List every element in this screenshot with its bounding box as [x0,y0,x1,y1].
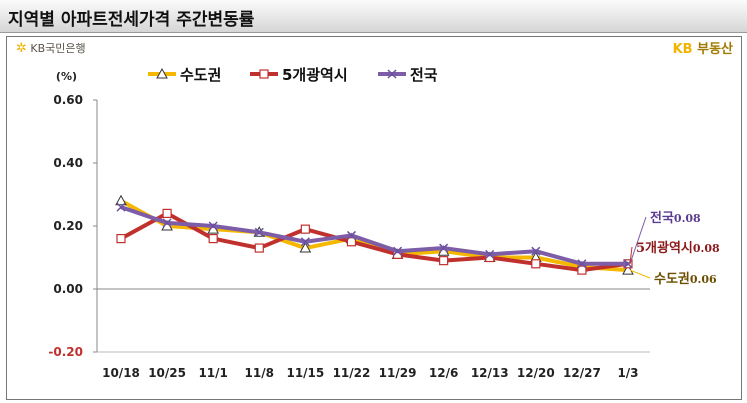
marker-square [300,224,310,234]
marker-square [208,234,218,244]
callout-leader [629,269,651,279]
y-tick-label: 0.40 [53,156,83,170]
marker-x [387,69,397,79]
callout-series-name: 5개광역시 [636,240,693,256]
callout-value: 0.08 [674,212,701,225]
marker-square [259,69,269,79]
y-tick-label: 0.20 [53,219,83,233]
x-tick-label: 12/27 [563,366,601,380]
marker-x [485,249,495,259]
x-tick-label: 11/15 [286,366,324,380]
x-tick-label: 12/20 [517,366,555,380]
series-line [120,205,628,266]
marker-triangle [299,242,312,253]
callout-value: 0.08 [693,242,720,255]
marker-x [393,246,403,256]
chart-frame [6,36,742,400]
marker-triangle [115,194,127,206]
x-tick-label: 10/18 [102,366,140,380]
callout-metro: 수도권0.06 [629,269,717,287]
kb-bank-logo: ✲ KB국민은행 [16,40,86,56]
y-tick-label: -0.20 [48,345,83,359]
callout-leader [629,216,647,264]
y-tick-label: 0.00 [53,282,83,296]
marker-x [439,243,449,253]
legend-label: 전국 [410,66,438,84]
x-tick-label: 12/13 [471,366,509,380]
kb-realestate-name: 부동산 [697,42,733,57]
marker-triangle [622,264,634,275]
kb-mark: KB [672,42,693,57]
callout-leader [629,246,633,264]
series-metro [115,194,634,275]
callout-label: 전국0.08 [650,210,701,226]
x-tick-label: 1/3 [617,366,638,380]
callout-value: 0.06 [690,273,717,286]
legend-item-nation: 전국 [378,66,438,84]
marker-square [116,234,126,244]
x-tick-label: 11/1 [198,366,227,380]
callout-series-name: 전국 [650,210,674,226]
callout-five: 5개광역시0.08 [629,240,720,264]
marker-square [531,259,541,269]
kb-realestate-logo: KB 부동산 [673,38,733,57]
y-tick-label: 0.60 [53,93,83,107]
marker-square [254,243,264,253]
marker-square [439,256,449,266]
legend-item-five: 5개광역시 [250,66,348,84]
y-unit-label: (%) [56,70,77,83]
marker-x [254,227,264,237]
marker-x [208,221,218,231]
legend-item-metro: 수도권 [148,66,221,84]
x-tick-label: 12/6 [429,366,458,380]
callout-series-name: 수도권 [654,272,690,287]
x-tick-label: 11/8 [245,366,274,380]
x-tick-label: 11/29 [379,366,417,380]
callout-label: 5개광역시0.08 [636,240,720,256]
series-line [120,199,629,273]
callout-label: 수도권0.06 [654,272,717,287]
marker-square [346,237,357,247]
marker-x [346,230,356,240]
marker-triangle [156,67,168,79]
marker-x [162,218,172,228]
marker-square [162,208,172,218]
marker-x [300,237,310,247]
kb-bank-name: KB국민은행 [30,42,86,55]
callout-nation: 전국0.08 [629,210,701,264]
kb-star-icon: ✲ [16,41,27,56]
title-bar: 지역별 아파트전세가격 주간변동률 [0,0,747,33]
chart-title: 지역별 아파트전세가격 주간변동률 [8,10,255,30]
series-nation [116,202,633,269]
marker-x [116,202,126,212]
legend-label: 5개광역시 [282,66,348,84]
marker-x [531,246,541,256]
legend-label: 수도권 [180,66,221,84]
series-line [120,211,629,273]
series-five [116,208,633,275]
marker-square [577,265,587,275]
x-tick-label: 10/25 [148,366,186,380]
x-tick-label: 11/22 [333,366,371,380]
marker-x [577,259,587,269]
